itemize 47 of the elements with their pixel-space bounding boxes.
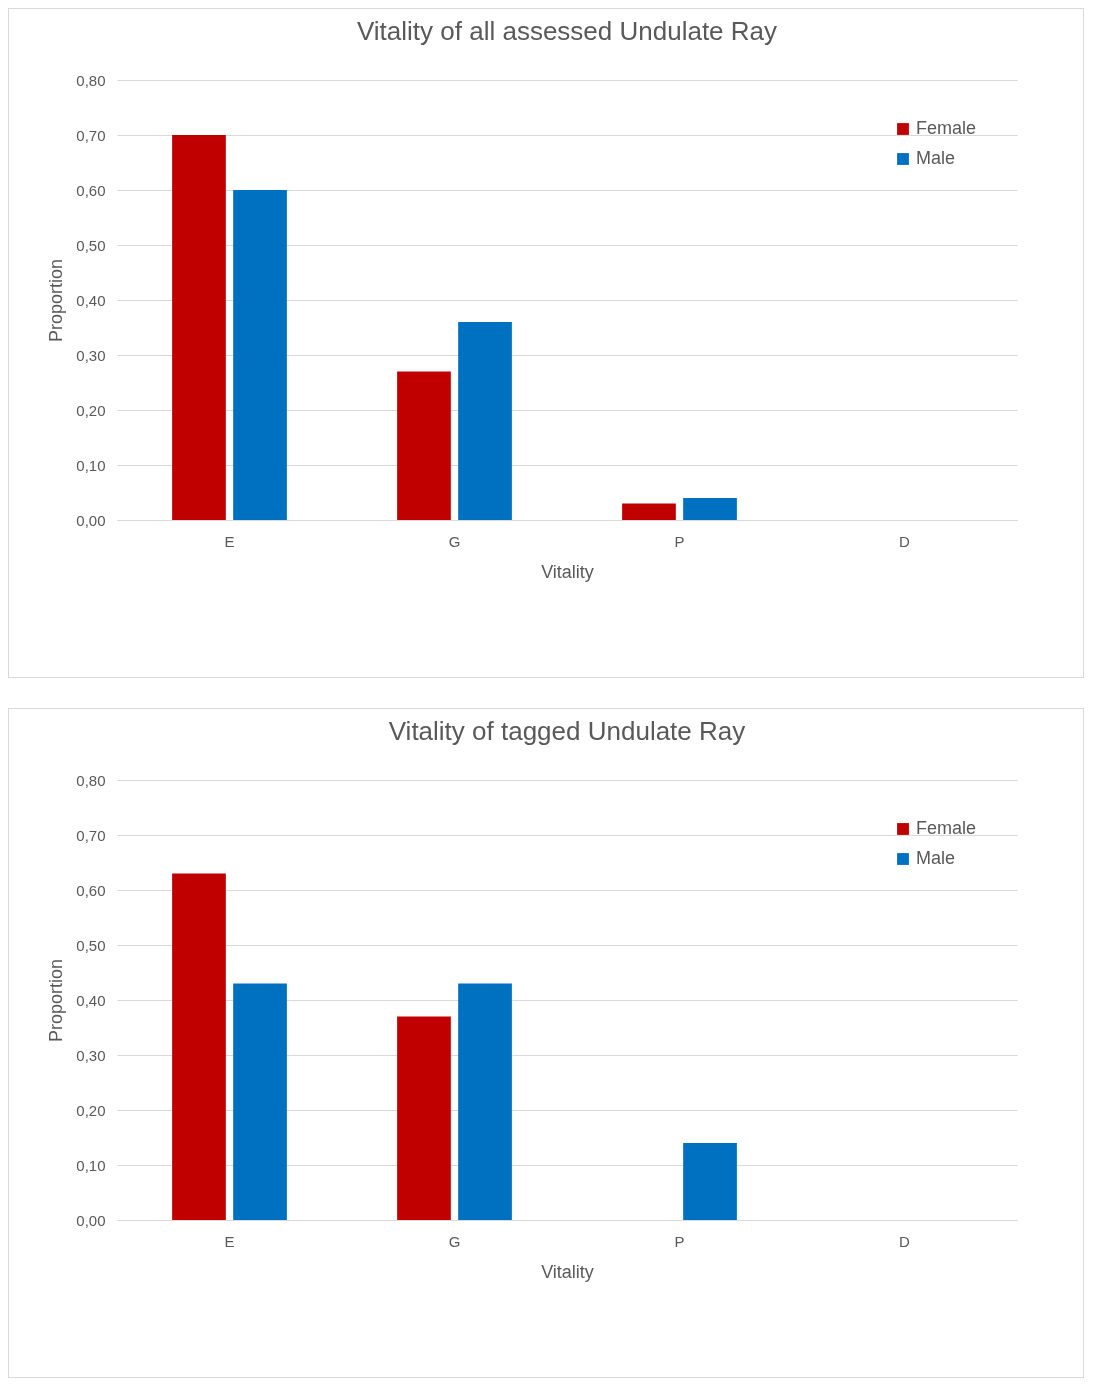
y-tick-label: 0,40: [76, 291, 106, 309]
bar: [622, 503, 676, 520]
x-tick-label: P: [674, 1232, 685, 1250]
bar: [172, 135, 226, 520]
x-tick-label: E: [224, 1232, 235, 1250]
x-tick-label: G: [448, 532, 461, 550]
y-axis-title: Proportion: [46, 958, 67, 1043]
x-axis-title: Vitality: [541, 1261, 594, 1282]
y-tick-label: 0,60: [76, 181, 106, 199]
bar: [233, 983, 287, 1220]
legend-label: Male: [916, 148, 956, 168]
x-tick-label: D: [899, 532, 911, 550]
y-tick-label: 0,60: [76, 881, 106, 899]
y-tick-label: 0,40: [76, 991, 106, 1009]
chart-title: Vitality of tagged Undulate Ray: [388, 716, 746, 746]
legend-label: Female: [916, 818, 977, 838]
bar: [233, 190, 287, 520]
chart-title: Vitality of all assessed Undulate Ray: [356, 16, 778, 46]
y-tick-label: 0,70: [76, 126, 106, 144]
y-tick-label: 0,30: [76, 346, 106, 364]
y-tick-label: 0,10: [76, 1156, 106, 1174]
x-axis-title: Vitality: [541, 561, 594, 582]
bar: [458, 322, 512, 520]
y-tick-label: 0,80: [76, 771, 106, 789]
y-tick-label: 0,80: [76, 71, 106, 89]
x-tick-label: E: [224, 532, 235, 550]
y-tick-label: 0,20: [76, 1101, 106, 1119]
y-tick-label: 0,50: [76, 936, 106, 954]
bar: [683, 1143, 737, 1220]
y-axis-title: Proportion: [46, 258, 67, 343]
y-tick-label: 0,00: [76, 1211, 106, 1229]
bar: [683, 498, 737, 520]
x-tick-label: D: [899, 1232, 911, 1250]
legend-label: Male: [916, 848, 956, 868]
legend-label: Female: [916, 118, 977, 138]
y-tick-label: 0,50: [76, 236, 106, 254]
bar: [397, 371, 451, 520]
bar: [172, 873, 226, 1220]
y-tick-label: 0,10: [76, 456, 106, 474]
bar: [458, 983, 512, 1220]
x-tick-label: G: [448, 1232, 461, 1250]
y-tick-label: 0,00: [76, 511, 106, 529]
y-tick-label: 0,30: [76, 1046, 106, 1064]
bar: [397, 1016, 451, 1220]
y-tick-label: 0,70: [76, 826, 106, 844]
y-tick-label: 0,20: [76, 401, 106, 419]
x-tick-label: P: [674, 532, 685, 550]
